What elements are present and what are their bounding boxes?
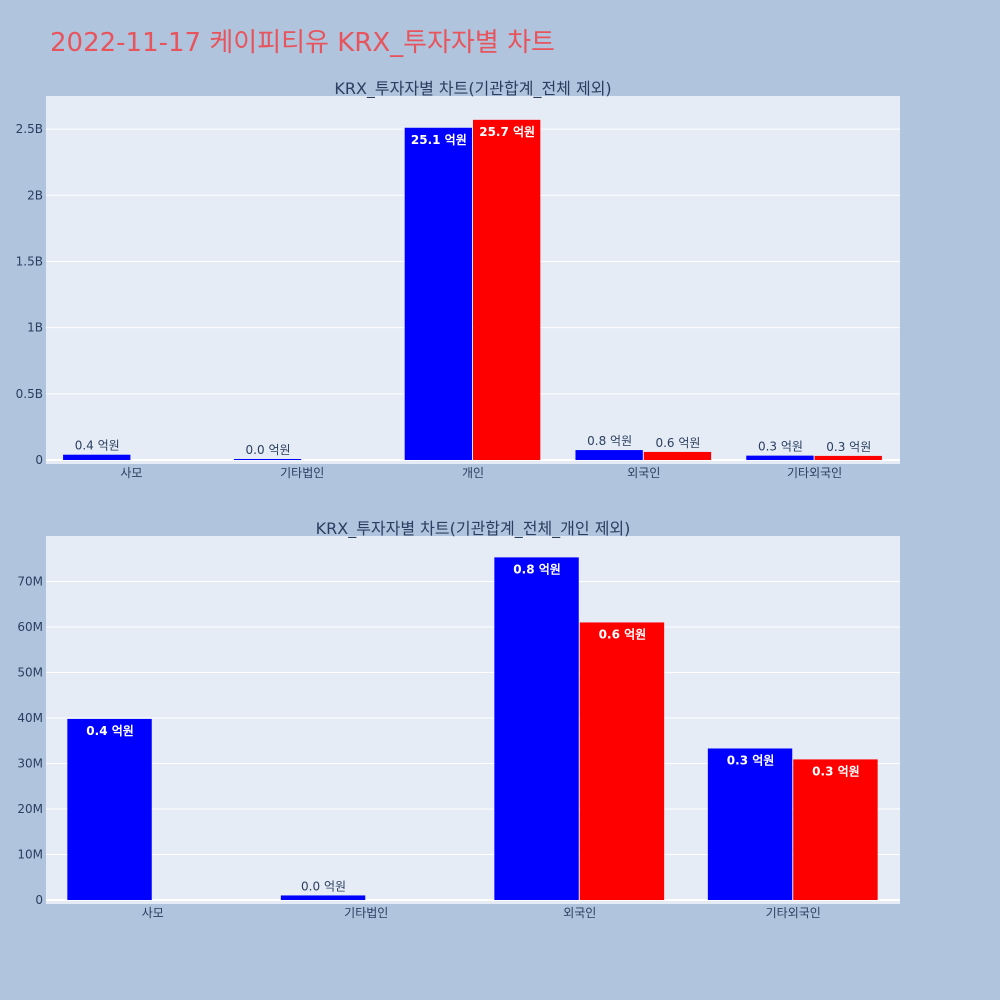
y-tick-label: 30M	[17, 757, 43, 771]
bar	[473, 119, 541, 461]
bar	[707, 748, 793, 900]
bar	[814, 455, 882, 460]
y-tick-label: 10M	[17, 848, 43, 862]
chart-2: 0 10M 20M 30M 40M 50M 60M 70M KRX_투자자별 차트(기관합계_전…	[17, 519, 900, 920]
bar	[67, 718, 152, 900]
data-label: 0.0 억원	[301, 879, 346, 893]
bar	[404, 127, 472, 460]
y-tick-label: 0	[35, 893, 43, 907]
bar	[280, 895, 366, 900]
x-tick-label: 사모	[120, 466, 142, 480]
y-tick-label: 2.5B	[16, 122, 43, 136]
data-label: 0.4 억원	[86, 724, 134, 738]
bar	[746, 455, 814, 460]
chart-title: KRX_투자자별 차트(기관합계_전체_개인 제외)	[316, 519, 631, 539]
x-tick-label: 기타법인	[280, 466, 324, 480]
data-label: 0.3 억원	[758, 440, 803, 454]
data-label: 25.7 억원	[479, 125, 535, 139]
data-label: 0.6 억원	[655, 436, 700, 450]
y-tick-label: 0	[35, 453, 43, 467]
data-label: 0.8 억원	[513, 562, 561, 576]
y-tick-label: 1.5B	[16, 254, 43, 268]
bar	[643, 451, 712, 460]
x-tick-label: 외국인	[627, 466, 660, 480]
data-label: 25.1 억원	[411, 133, 467, 147]
bar	[63, 454, 131, 460]
chart-title: KRX_투자자별 차트(기관합계_전체 제외)	[334, 79, 611, 99]
bar	[579, 622, 665, 900]
data-label: 0.4 억원	[75, 439, 120, 453]
y-tick-label: 1B	[27, 321, 43, 335]
x-tick-label: 외국인	[563, 906, 596, 920]
x-tick-label: 개인	[462, 466, 484, 480]
data-label: 0.3 억원	[727, 753, 775, 767]
y-tick-label: 50M	[17, 666, 43, 680]
page-title: 2022-11-17 케이피티유 KRX_투자자별 차트	[50, 28, 555, 58]
y-tick-label: 70M	[17, 575, 43, 589]
data-label: 0.3 억원	[812, 764, 860, 778]
y-tick-label: 40M	[17, 711, 43, 725]
data-label: 0.6 억원	[599, 627, 647, 641]
chart-1: 0 0.5B 1B 1.5B 2B 2.5B KRX_투자자별 차트(기관합계_전체 제외)…	[16, 79, 900, 480]
x-tick-label: 기타외국인	[766, 906, 821, 920]
y-tick-label: 60M	[17, 620, 43, 634]
y-tick-label: 20M	[17, 802, 43, 816]
data-label: 0.3 억원	[826, 440, 871, 454]
bar	[233, 459, 302, 460]
x-tick-label: 기타법인	[344, 906, 388, 920]
bar	[793, 759, 878, 900]
x-tick-label: 기타외국인	[787, 466, 842, 480]
bar	[575, 450, 643, 460]
data-label: 0.8 억원	[587, 434, 632, 448]
x-tick-label: 사모	[142, 906, 164, 920]
y-tick-label: 0.5B	[16, 387, 43, 401]
data-label: 0.0 억원	[246, 443, 291, 457]
y-tick-label: 2B	[27, 188, 43, 202]
bar	[494, 557, 579, 900]
